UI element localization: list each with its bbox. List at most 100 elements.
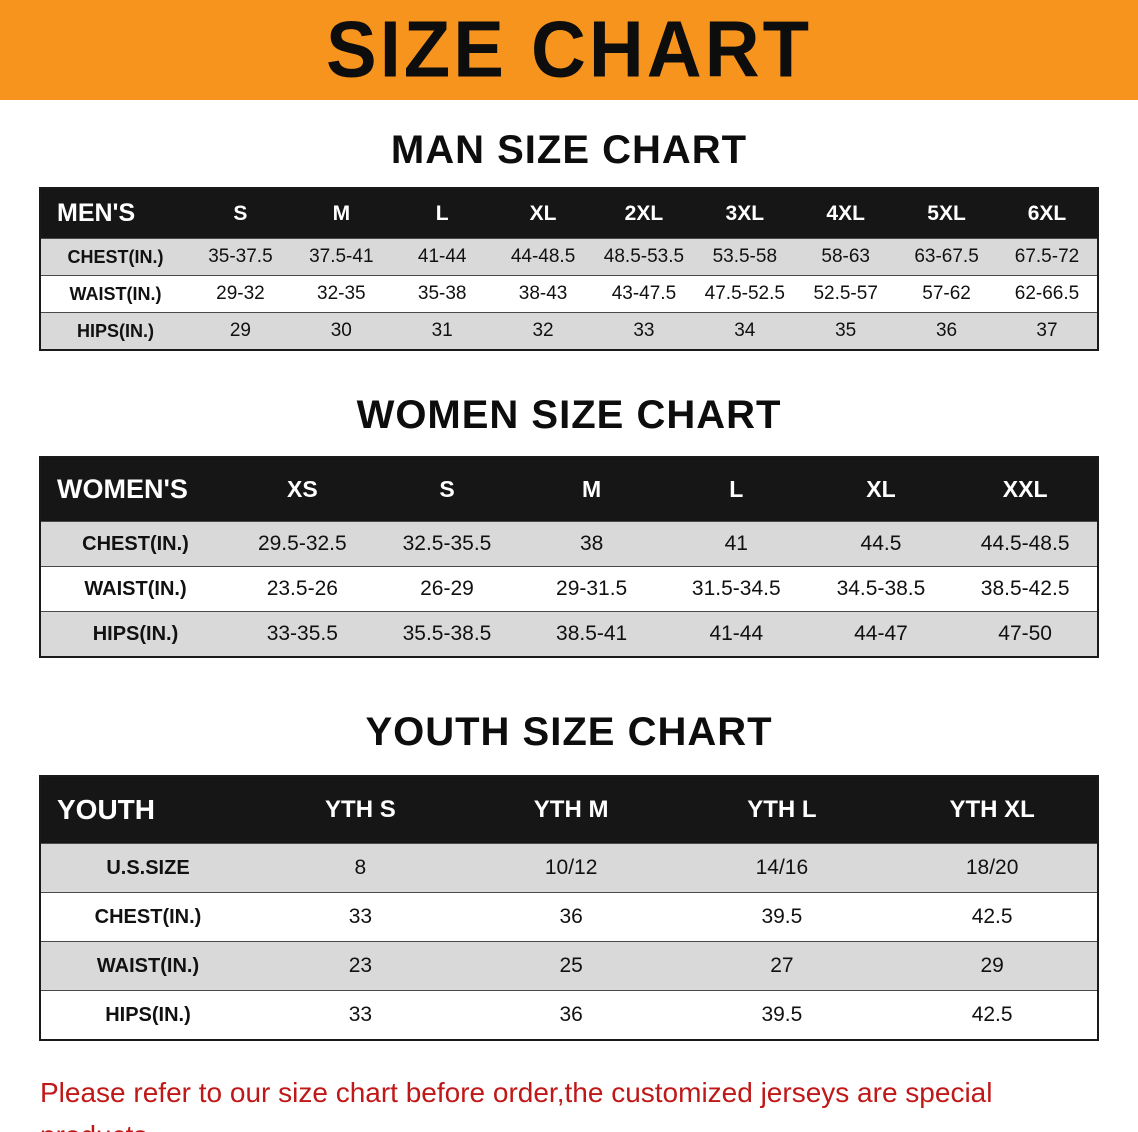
men-section-heading: MAN SIZE CHART bbox=[390, 128, 748, 172]
size-value: 31 bbox=[391, 312, 493, 350]
size-value: 38.5-41 bbox=[519, 611, 664, 657]
table-corner-label: YOUTH bbox=[40, 776, 255, 844]
size-value: 47-50 bbox=[953, 611, 1098, 657]
row-label: HIPS(IN.) bbox=[40, 312, 190, 350]
page-title: SIZE CHART bbox=[326, 4, 812, 95]
size-column-header: L bbox=[663, 457, 809, 522]
size-value: 43-47.5 bbox=[593, 275, 695, 313]
table-row: HIPS(IN.) 33 36 39.5 42.5 bbox=[40, 990, 1098, 1040]
size-value: 29 bbox=[887, 941, 1098, 991]
size-value: 53.5-58 bbox=[694, 238, 796, 276]
size-value: 29 bbox=[190, 312, 291, 350]
size-value: 44-47 bbox=[808, 611, 954, 657]
table-corner-label: WOMEN'S bbox=[40, 457, 230, 522]
table-row: CHEST(IN.) 35-37.5 37.5-41 41-44 44-48.5 48.5… bbox=[40, 238, 1098, 276]
size-value: 32.5-35.5 bbox=[374, 521, 520, 567]
men-size-section: MAN SIZE CHART MEN'S S M L XL 2XL 3XL 4XL 5XL 6XL… bbox=[0, 100, 1138, 351]
size-value: 62-66.5 bbox=[997, 275, 1098, 313]
size-value: 41-44 bbox=[663, 611, 809, 657]
size-value: 14/16 bbox=[676, 843, 888, 893]
size-value: 44-48.5 bbox=[492, 238, 594, 276]
size-column-header: L bbox=[391, 188, 493, 239]
disclaimer-line-1: Please refer to our size chart before or… bbox=[40, 1077, 993, 1132]
row-label: WAIST(IN.) bbox=[40, 275, 190, 313]
size-value: 37.5-41 bbox=[290, 238, 392, 276]
size-column-header: XXL bbox=[953, 457, 1098, 522]
women-section-heading: WOMEN SIZE CHART bbox=[356, 393, 782, 437]
row-label: CHEST(IN.) bbox=[40, 521, 230, 567]
size-column-header: YTH S bbox=[255, 776, 466, 844]
size-column-header: 5XL bbox=[896, 188, 997, 239]
size-value: 35 bbox=[795, 312, 897, 350]
size-value: 32 bbox=[492, 312, 594, 350]
size-column-header: YTH XL bbox=[887, 776, 1098, 844]
size-column-header: 6XL bbox=[997, 188, 1098, 239]
size-value: 38-43 bbox=[492, 275, 594, 313]
size-value: 34.5-38.5 bbox=[808, 566, 954, 612]
row-label: CHEST(IN.) bbox=[40, 892, 255, 942]
size-value: 10/12 bbox=[465, 843, 677, 893]
youth-section-heading: YOUTH SIZE CHART bbox=[365, 710, 773, 754]
size-value: 33 bbox=[255, 990, 466, 1040]
size-value: 41-44 bbox=[391, 238, 493, 276]
size-column-header: XL bbox=[808, 457, 954, 522]
women-size-table: WOMEN'S XS S M L XL XXL CHEST(IN.) 29.5-32.5 32.5… bbox=[39, 456, 1099, 658]
disclaimer-note: Please refer to our size chart before or… bbox=[40, 1071, 1110, 1132]
size-value: 48.5-53.5 bbox=[593, 238, 695, 276]
size-value: 27 bbox=[676, 941, 888, 991]
size-value: 29-32 bbox=[190, 275, 291, 313]
size-value: 34 bbox=[694, 312, 796, 350]
table-row: CHEST(IN.) 29.5-32.5 32.5-35.5 38 41 44.5 44.5… bbox=[40, 521, 1098, 567]
table-row: U.S.SIZE 8 10/12 14/16 18/20 bbox=[40, 843, 1098, 893]
size-value: 42.5 bbox=[887, 892, 1098, 942]
table-row: HIPS(IN.) 33-35.5 35.5-38.5 38.5-41 41-44 44-… bbox=[40, 611, 1098, 657]
size-column-header: XS bbox=[230, 457, 375, 522]
table-header-row: YOUTH YTH S YTH M YTH L YTH XL bbox=[40, 776, 1098, 844]
table-corner-label: MEN'S bbox=[40, 188, 190, 239]
size-column-header: M bbox=[290, 188, 392, 239]
table-row: CHEST(IN.) 33 36 39.5 42.5 bbox=[40, 892, 1098, 942]
size-value: 63-67.5 bbox=[896, 238, 997, 276]
size-value: 25 bbox=[465, 941, 677, 991]
size-value: 44.5-48.5 bbox=[953, 521, 1098, 567]
size-value: 36 bbox=[465, 990, 677, 1040]
row-label: WAIST(IN.) bbox=[40, 941, 255, 991]
size-column-header: 2XL bbox=[593, 188, 695, 239]
size-value: 36 bbox=[896, 312, 997, 350]
size-value: 39.5 bbox=[676, 892, 888, 942]
row-label: CHEST(IN.) bbox=[40, 238, 190, 276]
size-value: 52.5-57 bbox=[795, 275, 897, 313]
size-value: 41 bbox=[663, 521, 809, 567]
size-value: 33 bbox=[255, 892, 466, 942]
size-value: 32-35 bbox=[290, 275, 392, 313]
size-value: 35-38 bbox=[391, 275, 493, 313]
size-column-header: M bbox=[519, 457, 664, 522]
size-column-header: XL bbox=[492, 188, 594, 239]
size-value: 44.5 bbox=[808, 521, 954, 567]
size-value: 23 bbox=[255, 941, 466, 991]
size-column-header: 4XL bbox=[795, 188, 897, 239]
size-value: 29-31.5 bbox=[519, 566, 664, 612]
size-value: 37 bbox=[997, 312, 1098, 350]
table-row: HIPS(IN.) 29 30 31 32 33 34 35 36 37 bbox=[40, 312, 1098, 350]
size-value: 38 bbox=[519, 521, 664, 567]
size-value: 42.5 bbox=[887, 990, 1098, 1040]
size-value: 47.5-52.5 bbox=[694, 275, 796, 313]
size-value: 31.5-34.5 bbox=[663, 566, 809, 612]
row-label: U.S.SIZE bbox=[40, 843, 255, 893]
table-header-row: MEN'S S M L XL 2XL 3XL 4XL 5XL 6XL bbox=[40, 188, 1098, 239]
youth-size-section: YOUTH SIZE CHART YOUTH YTH S YTH M YTH L YTH… bbox=[0, 658, 1138, 1041]
size-value: 35-37.5 bbox=[190, 238, 291, 276]
size-value: 29.5-32.5 bbox=[230, 521, 375, 567]
size-value: 33-35.5 bbox=[230, 611, 375, 657]
size-value: 36 bbox=[465, 892, 677, 942]
size-column-header: 3XL bbox=[694, 188, 796, 239]
size-value: 67.5-72 bbox=[997, 238, 1098, 276]
table-row: WAIST(IN.) 23 25 27 29 bbox=[40, 941, 1098, 991]
men-size-table: MEN'S S M L XL 2XL 3XL 4XL 5XL 6XL CHEST(IN.) 35-37… bbox=[39, 187, 1099, 351]
size-value: 57-62 bbox=[896, 275, 997, 313]
size-value: 26-29 bbox=[374, 566, 520, 612]
table-header-row: WOMEN'S XS S M L XL XXL bbox=[40, 457, 1098, 522]
women-size-section: WOMEN SIZE CHART WOMEN'S XS S M L XL XXL CHEST(… bbox=[0, 351, 1138, 658]
